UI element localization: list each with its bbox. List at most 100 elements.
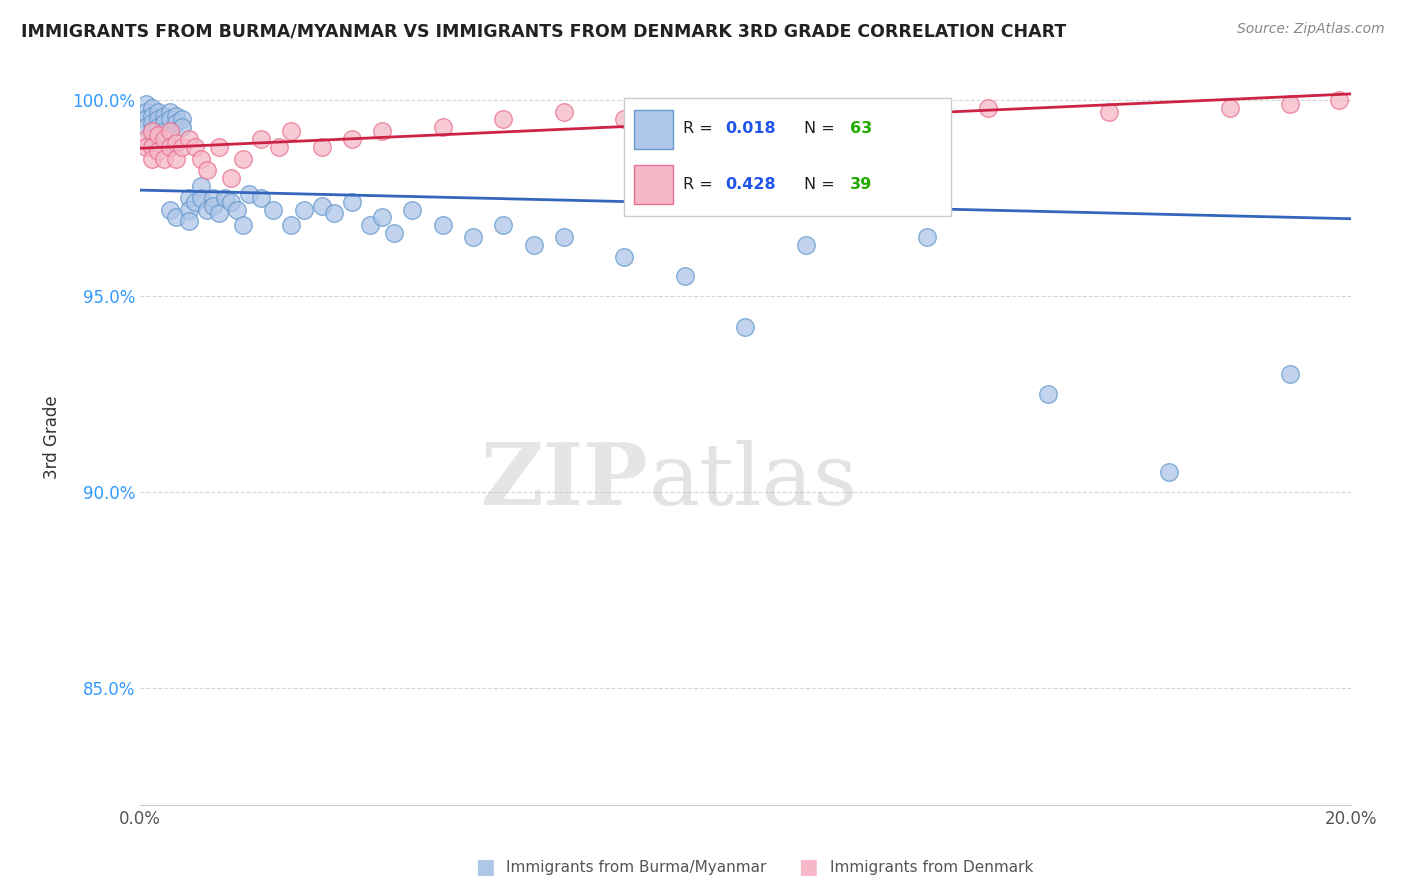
Point xyxy=(280,219,302,233)
Point xyxy=(371,211,394,225)
Point xyxy=(153,124,176,138)
Point xyxy=(135,140,157,154)
Point xyxy=(153,152,176,166)
Point xyxy=(613,250,636,264)
Point xyxy=(148,120,170,135)
Point xyxy=(141,140,163,154)
Point xyxy=(340,194,363,209)
Point xyxy=(153,116,176,130)
Point xyxy=(190,152,212,166)
Point xyxy=(1097,104,1119,119)
Point xyxy=(371,124,394,138)
Point xyxy=(141,152,163,166)
Point xyxy=(492,112,515,127)
Point xyxy=(1279,367,1302,381)
Y-axis label: 3rd Grade: 3rd Grade xyxy=(44,395,60,479)
Point xyxy=(153,132,176,146)
Point xyxy=(201,199,224,213)
Point xyxy=(177,202,200,217)
Point xyxy=(976,101,998,115)
Point xyxy=(461,230,484,244)
Point xyxy=(1219,101,1241,115)
Point xyxy=(165,116,187,130)
Point xyxy=(219,171,242,186)
Point xyxy=(432,120,454,135)
Point xyxy=(311,199,333,213)
Point xyxy=(340,132,363,146)
Point xyxy=(172,112,194,127)
Point xyxy=(159,140,181,154)
Point xyxy=(177,132,200,146)
Point xyxy=(172,120,194,135)
Point xyxy=(250,191,273,205)
Point xyxy=(382,226,405,240)
Point xyxy=(135,120,157,135)
Point xyxy=(262,202,284,217)
Text: Immigrants from Denmark: Immigrants from Denmark xyxy=(830,860,1033,874)
Text: Immigrants from Burma/Myanmar: Immigrants from Burma/Myanmar xyxy=(506,860,766,874)
Point xyxy=(172,140,194,154)
Point xyxy=(190,179,212,194)
Point xyxy=(553,230,575,244)
Point xyxy=(208,206,231,220)
Point xyxy=(201,191,224,205)
Point xyxy=(1327,93,1350,107)
Point xyxy=(734,112,756,127)
Point xyxy=(177,214,200,228)
Point xyxy=(238,186,260,201)
Point xyxy=(219,194,242,209)
Text: ■: ■ xyxy=(475,857,495,877)
Point xyxy=(135,96,157,111)
Point xyxy=(135,112,157,127)
Text: atlas: atlas xyxy=(648,440,858,523)
Point xyxy=(159,112,181,127)
Point xyxy=(148,144,170,158)
Point xyxy=(165,211,187,225)
Point xyxy=(141,101,163,115)
Point xyxy=(794,237,817,252)
Point xyxy=(165,109,187,123)
Point xyxy=(1159,465,1181,479)
Point xyxy=(183,194,205,209)
Point xyxy=(232,219,254,233)
Point xyxy=(190,191,212,205)
Point xyxy=(915,230,938,244)
Point xyxy=(311,140,333,154)
Point xyxy=(135,104,157,119)
Point xyxy=(855,101,877,115)
Text: IMMIGRANTS FROM BURMA/MYANMAR VS IMMIGRANTS FROM DENMARK 3RD GRADE CORRELATION C: IMMIGRANTS FROM BURMA/MYANMAR VS IMMIGRA… xyxy=(21,22,1066,40)
Point xyxy=(522,237,544,252)
Point xyxy=(226,202,249,217)
Point xyxy=(148,128,170,142)
Point xyxy=(159,104,181,119)
Point xyxy=(148,128,170,142)
Point xyxy=(141,124,163,138)
Point xyxy=(269,140,291,154)
Point xyxy=(1036,386,1059,401)
Point xyxy=(141,116,163,130)
Point xyxy=(673,101,696,115)
Point xyxy=(141,109,163,123)
Point xyxy=(492,219,515,233)
Point xyxy=(613,112,636,127)
Point xyxy=(183,140,205,154)
Text: ZIP: ZIP xyxy=(481,439,648,523)
Point xyxy=(292,202,315,217)
Point xyxy=(153,109,176,123)
Point xyxy=(141,132,163,146)
Point xyxy=(159,124,181,138)
Point xyxy=(1279,96,1302,111)
Point xyxy=(208,140,231,154)
Point xyxy=(135,132,157,146)
Point xyxy=(159,202,181,217)
Point xyxy=(280,124,302,138)
Point xyxy=(359,219,381,233)
Point xyxy=(322,206,344,220)
Text: ■: ■ xyxy=(799,857,818,877)
Point xyxy=(214,191,236,205)
Text: Source: ZipAtlas.com: Source: ZipAtlas.com xyxy=(1237,22,1385,37)
Point xyxy=(734,320,756,334)
Point xyxy=(553,104,575,119)
Point xyxy=(165,136,187,150)
Point xyxy=(141,124,163,138)
